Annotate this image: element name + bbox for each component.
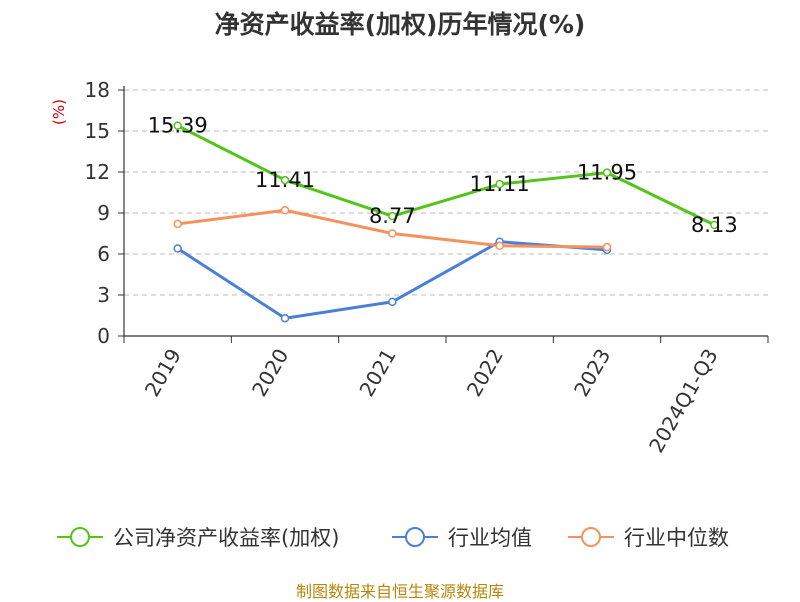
data-label: 8.77 <box>369 204 416 228</box>
data-point <box>495 241 504 251</box>
x-tick-label: 2024Q1-Q3 <box>644 345 723 457</box>
legend-label: 行业中位数 <box>624 526 729 550</box>
y-tick-label: 6 <box>97 242 110 266</box>
data-point <box>495 179 504 189</box>
y-tick-label: 3 <box>97 283 110 307</box>
y-tick-label: 15 <box>85 119 110 143</box>
series-line <box>176 240 608 320</box>
data-label: 15.39 <box>148 114 208 138</box>
x-tick-label: 2021 <box>354 345 400 401</box>
data-point <box>710 220 719 230</box>
data-point <box>388 297 397 307</box>
legend-marker-icon <box>390 521 440 553</box>
legend-marker-icon <box>566 521 616 553</box>
data-point <box>173 219 182 229</box>
data-point <box>388 211 397 221</box>
source-note: 制图数据来自恒生聚源数据库 <box>295 582 504 601</box>
data-point <box>388 229 397 238</box>
legend-item[interactable]: 行业均值 <box>390 521 532 553</box>
data-label: 8.13 <box>691 213 738 237</box>
x-tick-label: 2022 <box>462 344 508 400</box>
data-point <box>173 121 182 130</box>
x-tick-label: 2020 <box>247 345 293 401</box>
y-tick-label: 9 <box>97 201 110 225</box>
y-tick-label: 0 <box>97 324 110 348</box>
data-point <box>280 206 290 215</box>
legend-item[interactable]: 公司净资产收益率(加权) <box>55 521 339 553</box>
x-tick-label: 2019 <box>140 345 186 401</box>
chart-title: 净资产收益率(加权)历年情况(%) <box>214 10 586 39</box>
data-point <box>280 175 290 185</box>
data-label: 11.11 <box>470 172 530 196</box>
data-point <box>602 168 612 177</box>
data-point <box>173 244 182 253</box>
data-point <box>602 242 612 252</box>
data-point <box>280 313 290 323</box>
x-tick-label: 2023 <box>569 345 615 401</box>
data-label: 11.95 <box>577 161 637 185</box>
legend: 公司净资产收益率(加权) 行业均值 行业中位数 <box>0 521 800 553</box>
legend-label: 公司净资产收益率(加权) <box>113 526 340 550</box>
data-label: 11.41 <box>255 168 315 192</box>
legend-marker-icon <box>55 521 105 553</box>
legend-label: 行业均值 <box>448 526 532 550</box>
series-line <box>176 124 715 227</box>
y-tick-label: 18 <box>85 78 110 102</box>
y-tick-label: 12 <box>85 160 110 184</box>
legend-item[interactable]: 行业中位数 <box>566 521 729 553</box>
